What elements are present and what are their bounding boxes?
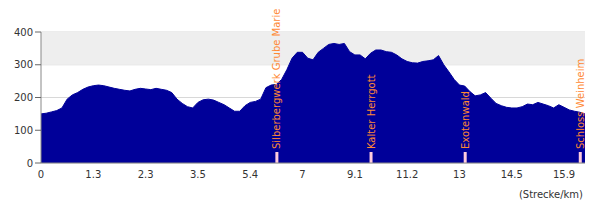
svg-text:100: 100 xyxy=(14,125,33,136)
svg-text:15.9: 15.9 xyxy=(553,169,575,180)
svg-text:11.2: 11.2 xyxy=(396,169,418,180)
svg-text:Exotenwald: Exotenwald xyxy=(460,91,471,149)
svg-text:0: 0 xyxy=(27,158,33,169)
svg-text:0: 0 xyxy=(38,169,44,180)
svg-text:5.4: 5.4 xyxy=(242,169,258,180)
svg-text:(Strecke/km): (Strecke/km) xyxy=(519,189,583,200)
svg-text:300: 300 xyxy=(14,59,33,70)
svg-text:13: 13 xyxy=(453,169,466,180)
svg-text:14.5: 14.5 xyxy=(501,169,523,180)
svg-text:Schloss Weinheim: Schloss Weinheim xyxy=(575,59,586,149)
svg-text:2.3: 2.3 xyxy=(138,169,154,180)
svg-text:3.5: 3.5 xyxy=(190,169,206,180)
svg-text:200: 200 xyxy=(14,92,33,103)
svg-text:Silberbergwerk Grube Marie: Silberbergwerk Grube Marie xyxy=(271,9,282,149)
svg-text:Kalter Herrgott: Kalter Herrgott xyxy=(366,74,377,149)
svg-text:1.3: 1.3 xyxy=(85,169,101,180)
svg-text:9.1: 9.1 xyxy=(347,169,363,180)
svg-text:7: 7 xyxy=(299,169,305,180)
svg-text:400: 400 xyxy=(14,27,33,38)
